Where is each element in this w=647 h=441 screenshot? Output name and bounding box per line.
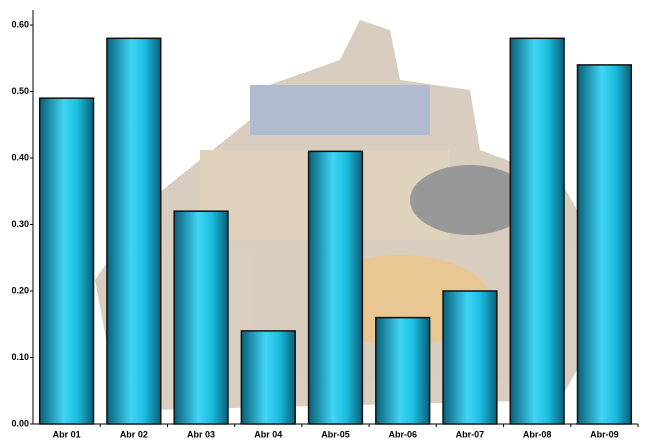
x-tick-label: Abr-08 xyxy=(523,429,552,439)
bar xyxy=(173,210,229,425)
bar xyxy=(106,37,162,425)
y-tick-label: 0.30 xyxy=(11,219,29,229)
y-tick-label: 0.20 xyxy=(11,285,29,295)
y-tick-label: 0.10 xyxy=(11,352,29,362)
y-tick-label: 0.40 xyxy=(11,152,29,162)
x-tick-label: Abr-05 xyxy=(321,429,350,439)
y-tick-label: 0.00 xyxy=(11,418,29,428)
y-tick-label: 0.50 xyxy=(11,86,29,96)
bar xyxy=(38,97,95,425)
x-tick-label: Abr-06 xyxy=(388,429,417,439)
x-tick-label: Abr 04 xyxy=(254,429,282,439)
bar xyxy=(576,64,633,425)
x-tick-label: Abr-09 xyxy=(590,429,619,439)
bar xyxy=(240,330,296,425)
x-tick-label: Abr 02 xyxy=(120,429,148,439)
x-tick-label: Abr-07 xyxy=(456,429,485,439)
bar xyxy=(509,37,565,425)
y-tick-label: 0.60 xyxy=(11,19,29,29)
bar xyxy=(375,316,431,425)
x-tick-label: Abr 03 xyxy=(187,429,215,439)
bar xyxy=(442,290,498,425)
x-tick-label: Abr 01 xyxy=(53,429,81,439)
bar xyxy=(307,150,364,425)
